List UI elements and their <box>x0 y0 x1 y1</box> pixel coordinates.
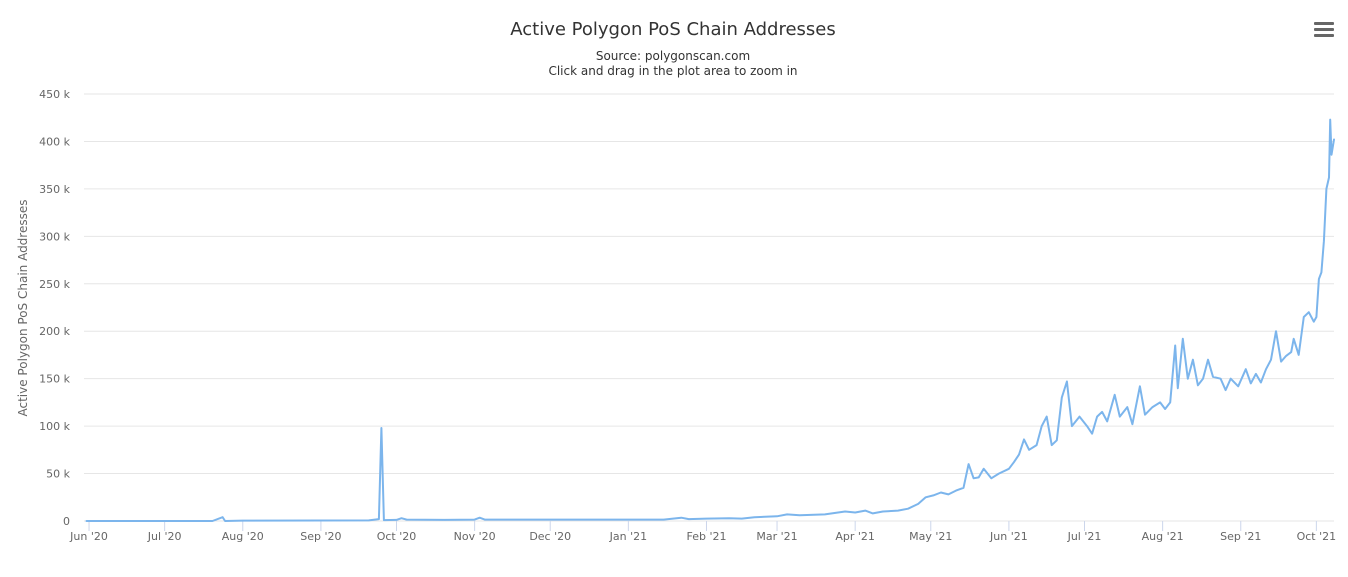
y-tick-label: 0 <box>63 515 70 528</box>
x-tick-label: Oct '20 <box>377 530 417 543</box>
y-tick-label: 50 k <box>46 468 70 481</box>
x-tick-label: Jan '21 <box>609 530 647 543</box>
y-tick-label: 400 k <box>39 135 70 148</box>
y-tick-label: 150 k <box>39 373 70 386</box>
y-axis-title: Active Polygon PoS Chain Addresses <box>16 200 30 417</box>
x-tick-label: Oct '21 <box>1297 530 1337 543</box>
x-tick-label: Aug '20 <box>222 530 264 543</box>
x-tick-label: Jun '21 <box>989 530 1028 543</box>
series-line[interactable] <box>85 118 1335 522</box>
x-tick-label: Feb '21 <box>686 530 726 543</box>
x-tick-label: Nov '20 <box>454 530 496 543</box>
x-tick-label: Aug '21 <box>1142 530 1184 543</box>
x-tick-label: Jul '20 <box>147 530 182 543</box>
x-tick-label: May '21 <box>909 530 952 543</box>
x-tick-label: Sep '21 <box>1220 530 1261 543</box>
y-tick-label: 100 k <box>39 420 70 433</box>
x-tick-label: Apr '21 <box>835 530 875 543</box>
x-tick-label: Mar '21 <box>756 530 797 543</box>
y-tick-label: 250 k <box>39 278 70 291</box>
x-tick-label: Dec '20 <box>529 530 571 543</box>
y-tick-label: 300 k <box>39 230 70 243</box>
x-tick-label: Jul '21 <box>1067 530 1102 543</box>
y-tick-label: 450 k <box>39 88 70 101</box>
y-tick-label: 200 k <box>39 325 70 338</box>
x-tick-label: Sep '20 <box>300 530 341 543</box>
x-tick-label: Jun '20 <box>69 530 108 543</box>
y-tick-label: 350 k <box>39 183 70 196</box>
hamburger-menu-icon[interactable] <box>1314 22 1334 38</box>
chart-title: Active Polygon PoS Chain Addresses <box>510 19 836 40</box>
chart-subtitle-source: Source: polygonscan.com <box>596 49 750 63</box>
chart-subtitle-hint: Click and drag in the plot area to zoom … <box>548 64 797 78</box>
